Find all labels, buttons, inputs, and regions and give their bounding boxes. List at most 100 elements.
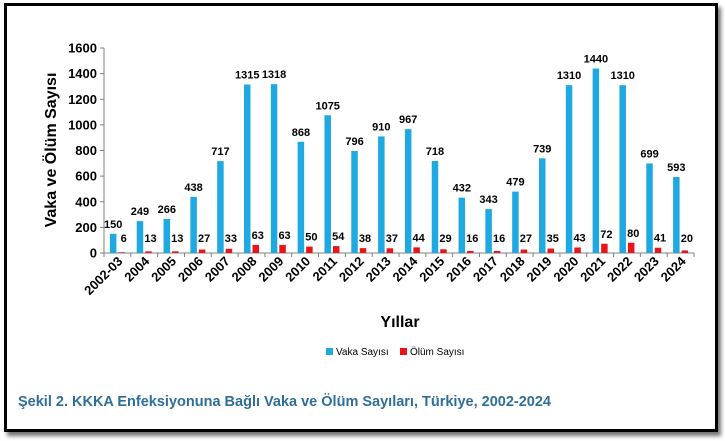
data-label-olum: 20	[681, 233, 693, 245]
data-label-vaka: 699	[640, 148, 658, 160]
x-tick-label: 2006	[175, 254, 206, 285]
y-tick-label: 1200	[68, 92, 97, 107]
x-tick-label: 2009	[255, 254, 286, 285]
x-tick-label: 2021	[577, 254, 608, 285]
bar-olum	[172, 251, 179, 253]
y-tick-label: 200	[75, 220, 97, 235]
bar-olum	[306, 246, 313, 253]
y-tick-label: 1600	[68, 41, 97, 56]
data-label-olum: 29	[439, 233, 451, 245]
x-tick-label: 2014	[389, 253, 421, 285]
x-tick-label: 2017	[470, 254, 501, 285]
bar-vaka	[458, 197, 466, 253]
bar-olum	[118, 252, 125, 253]
bar-vaka	[646, 163, 653, 253]
data-label-vaka: 1075	[315, 100, 339, 112]
bar-vaka	[190, 196, 197, 253]
data-label-olum: 38	[359, 233, 371, 245]
x-tick-label: 2010	[282, 254, 313, 285]
data-label-vaka: 1440	[584, 54, 608, 66]
bar-olum	[225, 248, 233, 253]
y-tick-label: 800	[75, 143, 97, 158]
x-tick-label: 2020	[550, 254, 581, 285]
data-label-olum: 16	[493, 233, 505, 245]
data-label-olum: 6	[121, 233, 127, 245]
y-axis-title: Vaka ve Ölüm Sayısı	[41, 73, 60, 228]
bar-vaka	[109, 233, 117, 253]
bar-vaka	[270, 84, 278, 253]
y-axis: 0 200 400 600 800 1000 1200 1400 1600	[68, 41, 105, 261]
bar-olum	[654, 247, 662, 253]
data-label-vaka: 739	[533, 143, 551, 155]
data-label-olum: 44	[413, 232, 426, 244]
data-label-vaka: 1310	[557, 70, 581, 82]
data-label-vaka: 593	[667, 162, 685, 174]
y-tick-label: 0	[90, 246, 97, 261]
bar-vaka	[431, 161, 439, 253]
data-label-olum: 63	[252, 230, 264, 242]
x-tick-label: 2019	[524, 254, 555, 285]
bar-vaka	[619, 85, 626, 253]
data-label-olum: 16	[466, 233, 478, 245]
data-label-vaka: 432	[453, 183, 471, 195]
data-label-vaka: 438	[184, 182, 202, 194]
bar-vaka	[512, 191, 519, 253]
x-tick-label: 2023	[631, 254, 662, 285]
bar-vaka	[136, 221, 144, 253]
x-tick-label: 2004	[121, 253, 153, 285]
bar-olum	[252, 244, 259, 253]
bar-olum	[601, 243, 608, 253]
data-label-olum: 33	[225, 233, 237, 245]
data-label-vaka: 717	[211, 146, 229, 158]
x-tick-label: 2018	[497, 254, 528, 285]
y-tick-label: 400	[75, 194, 97, 209]
x-tick-label: 2002-03	[81, 254, 125, 298]
bar-olum	[198, 249, 206, 253]
x-tick-label: 2011	[310, 254, 341, 285]
x-tick-label: 2015	[416, 254, 447, 285]
x-tick-label: 2016	[443, 254, 474, 285]
x-tick-label: 2013	[363, 254, 394, 285]
bar-olum	[279, 244, 286, 253]
bar-vaka	[217, 161, 224, 253]
data-label-olum: 43	[573, 232, 585, 244]
data-label-vaka: 1315	[235, 70, 259, 82]
x-tick-label: 2008	[229, 254, 260, 285]
bar-olum	[359, 248, 367, 253]
data-label-vaka: 718	[426, 146, 444, 158]
bar-olum	[681, 250, 689, 253]
data-label-olum: 13	[171, 233, 183, 245]
bar-olum	[627, 242, 635, 253]
x-axis-title: Yıllar	[380, 314, 419, 331]
data-label-olum: 41	[654, 233, 666, 245]
bar-vaka	[404, 129, 412, 253]
data-label-vaka: 249	[131, 206, 149, 218]
data-label-olum: 13	[144, 233, 156, 245]
x-tick-label: 2012	[336, 254, 367, 285]
data-label-vaka: 343	[479, 194, 497, 206]
y-tick-label: 1000	[68, 117, 97, 132]
data-label-vaka: 868	[292, 127, 310, 139]
bar-olum	[332, 246, 340, 253]
bar-olum	[574, 247, 581, 253]
legend-label: Ölüm Sayısı	[410, 346, 464, 358]
x-tick-label: 2022	[604, 254, 635, 285]
bar-vaka	[163, 218, 171, 253]
bar-vaka	[539, 158, 546, 253]
bar-vaka	[324, 115, 331, 253]
bar-vaka	[378, 136, 385, 253]
x-axis: 2002-03200420052006200720082009201020112…	[81, 252, 695, 298]
data-label-vaka: 1310	[610, 70, 634, 82]
y-tick-label: 1400	[68, 66, 97, 81]
bar-vaka	[297, 141, 305, 253]
bar-olum	[467, 250, 474, 253]
legend-swatch	[326, 348, 333, 355]
x-tick-label: 2007	[202, 254, 233, 285]
x-tick-label: 2005	[148, 254, 179, 285]
bar-vaka	[244, 84, 251, 253]
bar-vaka	[485, 209, 492, 253]
bar-olum	[547, 248, 554, 253]
figure-caption: Şekil 2. KKKA Enfeksiyonuna Bağlı Vaka v…	[18, 394, 551, 410]
data-label-olum: 63	[278, 230, 290, 242]
